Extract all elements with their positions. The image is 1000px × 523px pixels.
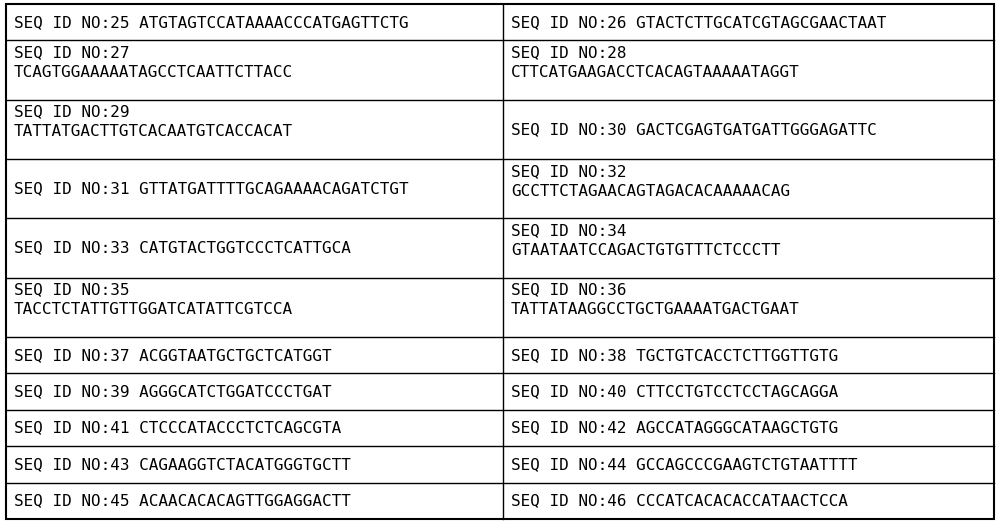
Text: SEQ ID NO:29
TATTATGACTTGTCACAATGTCACCACAT: SEQ ID NO:29 TATTATGACTTGTCACAATGTCACCAC… bbox=[14, 105, 293, 139]
Text: SEQ ID NO:27
TCAGTGGAAAAATAGCCTCAATTCTTACC: SEQ ID NO:27 TCAGTGGAAAAATAGCCTCAATTCTTA… bbox=[14, 45, 293, 80]
Text: SEQ ID NO:42 AGCCATAGGGCATAAGCTGTG: SEQ ID NO:42 AGCCATAGGGCATAAGCTGTG bbox=[511, 420, 838, 436]
Text: SEQ ID NO:40 CTTCCTGTCCTCCTAGCAGGA: SEQ ID NO:40 CTTCCTGTCCTCCTAGCAGGA bbox=[511, 384, 838, 399]
Text: SEQ ID NO:43 CAGAAGGTCTACATGGGTGCTT: SEQ ID NO:43 CAGAAGGTCTACATGGGTGCTT bbox=[14, 457, 351, 472]
Text: SEQ ID NO:25 ATGTAGTCCATAAAACCCATGAGTTCTG: SEQ ID NO:25 ATGTAGTCCATAAAACCCATGAGTTCT… bbox=[14, 15, 409, 30]
Text: SEQ ID NO:30 GACTCGAGTGATGATTGGGAGATTC: SEQ ID NO:30 GACTCGAGTGATGATTGGGAGATTC bbox=[511, 122, 877, 137]
Text: SEQ ID NO:37 ACGGTAATGCTGCTCATGGT: SEQ ID NO:37 ACGGTAATGCTGCTCATGGT bbox=[14, 348, 332, 363]
Text: SEQ ID NO:35
TACCTCTATTGTTGGATCATATTCGTCCA: SEQ ID NO:35 TACCTCTATTGTTGGATCATATTCGTC… bbox=[14, 282, 293, 317]
Text: SEQ ID NO:36
TATTATAAGGCCTGCTGAAAATGACTGAAT: SEQ ID NO:36 TATTATAAGGCCTGCTGAAAATGACTG… bbox=[511, 282, 800, 317]
Text: SEQ ID NO:28
CTTCATGAAGACCTCACAGTAAAAATAGGT: SEQ ID NO:28 CTTCATGAAGACCTCACAGTAAAAATA… bbox=[511, 45, 800, 80]
Text: SEQ ID NO:44 GCCAGCCCGAAGTCTGTAATTTT: SEQ ID NO:44 GCCAGCCCGAAGTCTGTAATTTT bbox=[511, 457, 857, 472]
Text: SEQ ID NO:34
GTAATAATCCAGACTGTGTTTCTCCCTT: SEQ ID NO:34 GTAATAATCCAGACTGTGTTTCTCCCT… bbox=[511, 223, 780, 258]
Text: SEQ ID NO:32
GCCTTCTAGAACAGTAGACACAAAAACAG: SEQ ID NO:32 GCCTTCTAGAACAGTAGACACAAAAAC… bbox=[511, 164, 790, 199]
Text: SEQ ID NO:31 GTTATGATTTTGCAGAAAACAGATCTGT: SEQ ID NO:31 GTTATGATTTTGCAGAAAACAGATCTG… bbox=[14, 181, 409, 196]
Text: SEQ ID NO:26 GTACTCTTGCATCGTAGCGAACTAAT: SEQ ID NO:26 GTACTCTTGCATCGTAGCGAACTAAT bbox=[511, 15, 886, 30]
Text: SEQ ID NO:46 CCCATCACACACCATAACTCCA: SEQ ID NO:46 CCCATCACACACCATAACTCCA bbox=[511, 493, 848, 508]
Text: SEQ ID NO:45 ACAACACACAGTTGGAGGACTT: SEQ ID NO:45 ACAACACACAGTTGGAGGACTT bbox=[14, 493, 351, 508]
Text: SEQ ID NO:38 TGCTGTCACCTCTTGGTTGTG: SEQ ID NO:38 TGCTGTCACCTCTTGGTTGTG bbox=[511, 348, 838, 363]
Text: SEQ ID NO:41 CTCCCATACCCTCTCAGCGTA: SEQ ID NO:41 CTCCCATACCCTCTCAGCGTA bbox=[14, 420, 341, 436]
Text: SEQ ID NO:39 AGGGCATCTGGATCCCTGAT: SEQ ID NO:39 AGGGCATCTGGATCCCTGAT bbox=[14, 384, 332, 399]
Text: SEQ ID NO:33 CATGTACTGGTCCCTCATTGCA: SEQ ID NO:33 CATGTACTGGTCCCTCATTGCA bbox=[14, 241, 351, 256]
